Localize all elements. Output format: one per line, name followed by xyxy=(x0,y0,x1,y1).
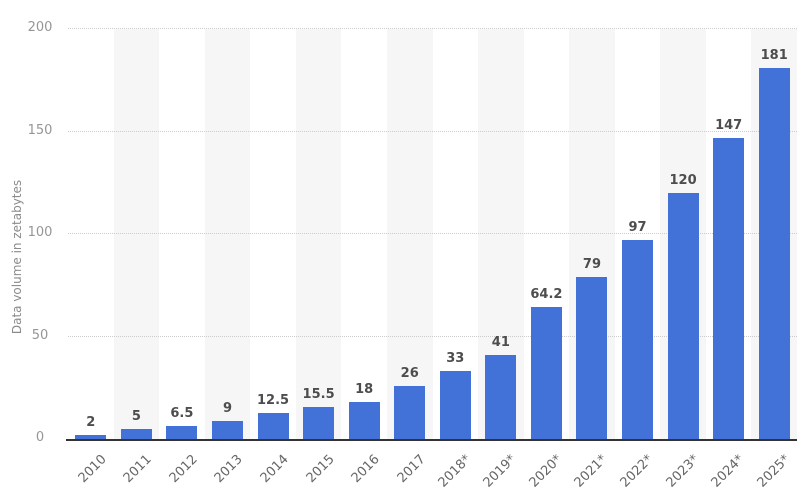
x-axis-tick-label: 2013 xyxy=(212,452,247,487)
x-axis-tick-label: 2017 xyxy=(394,452,429,487)
y-axis-tick-label: 100 xyxy=(27,225,53,240)
x-axis-tick-label: 2019* xyxy=(480,452,520,491)
x-axis-tick-label: 2025* xyxy=(754,452,793,491)
y-axis-tick-label: 200 xyxy=(27,20,53,35)
gridline xyxy=(68,335,797,337)
bar-value-label: 5 xyxy=(131,408,141,424)
x-axis-tick-label: 2010 xyxy=(75,452,110,487)
y-axis-tick-label: 150 xyxy=(27,122,53,138)
bar[interactable] xyxy=(485,354,517,439)
bar-value-label: 147 xyxy=(715,117,743,133)
bar[interactable] xyxy=(622,240,654,439)
x-axis-tick-label: 2011 xyxy=(120,452,155,487)
bar[interactable] xyxy=(120,428,152,439)
bar[interactable] xyxy=(211,420,243,439)
gridline xyxy=(68,233,797,234)
column-stripe xyxy=(295,29,342,439)
bar[interactable] xyxy=(713,137,745,439)
bar[interactable] xyxy=(75,434,107,439)
x-axis-tick-label: 2021* xyxy=(571,452,611,491)
column-stripe xyxy=(113,29,160,439)
x-axis-tick-label: 2018* xyxy=(435,452,474,491)
bar-value-label: 97 xyxy=(628,220,647,236)
bar[interactable] xyxy=(439,371,471,439)
bar-value-label: 9 xyxy=(222,400,232,416)
x-axis-tick-label: 2020* xyxy=(526,452,566,491)
bar-value-label: 26 xyxy=(400,365,419,381)
bar-value-label: 79 xyxy=(582,257,602,273)
y-axis-tick-label: 50 xyxy=(31,327,49,343)
bar[interactable] xyxy=(303,407,335,439)
bar-value-label: 2 xyxy=(86,414,96,430)
bar[interactable] xyxy=(257,413,289,439)
bar-value-label: 18 xyxy=(355,382,374,398)
y-axis-tick-label: 0 xyxy=(35,430,45,445)
x-axis-tick-label: 2015 xyxy=(303,452,338,487)
bar-value-label: 120 xyxy=(669,173,697,188)
column-stripe xyxy=(386,29,433,439)
bar-value-label: 6.5 xyxy=(170,405,194,421)
column-stripe xyxy=(204,29,251,439)
bar-value-label: 33 xyxy=(446,351,465,367)
x-axis-tick-label: 2024* xyxy=(708,452,748,491)
x-axis-tick-label: 2016 xyxy=(348,452,383,487)
bar-value-label: 181 xyxy=(760,47,788,63)
x-axis-tick-label: 2012 xyxy=(166,452,201,487)
bar[interactable] xyxy=(394,385,426,439)
y-axis-title: Data volume in zetabytes xyxy=(10,179,24,335)
bar[interactable] xyxy=(576,277,608,439)
x-axis-tick-label: 2022* xyxy=(617,452,657,491)
bar[interactable] xyxy=(667,193,699,439)
x-axis-line xyxy=(66,439,797,441)
bar[interactable] xyxy=(348,402,380,439)
bar-value-label: 64.2 xyxy=(530,287,563,303)
bar[interactable] xyxy=(758,67,790,439)
bar[interactable] xyxy=(166,425,198,439)
bar[interactable] xyxy=(530,307,562,439)
x-axis-tick-label: 2014 xyxy=(257,452,292,487)
gridline xyxy=(68,28,797,29)
x-axis-tick-label: 2023* xyxy=(663,452,702,491)
gridline xyxy=(68,130,797,132)
bar-value-label: 41 xyxy=(491,334,510,350)
bar-value-label: 15.5 xyxy=(302,387,335,403)
bar-value-label: 12.5 xyxy=(256,393,290,409)
